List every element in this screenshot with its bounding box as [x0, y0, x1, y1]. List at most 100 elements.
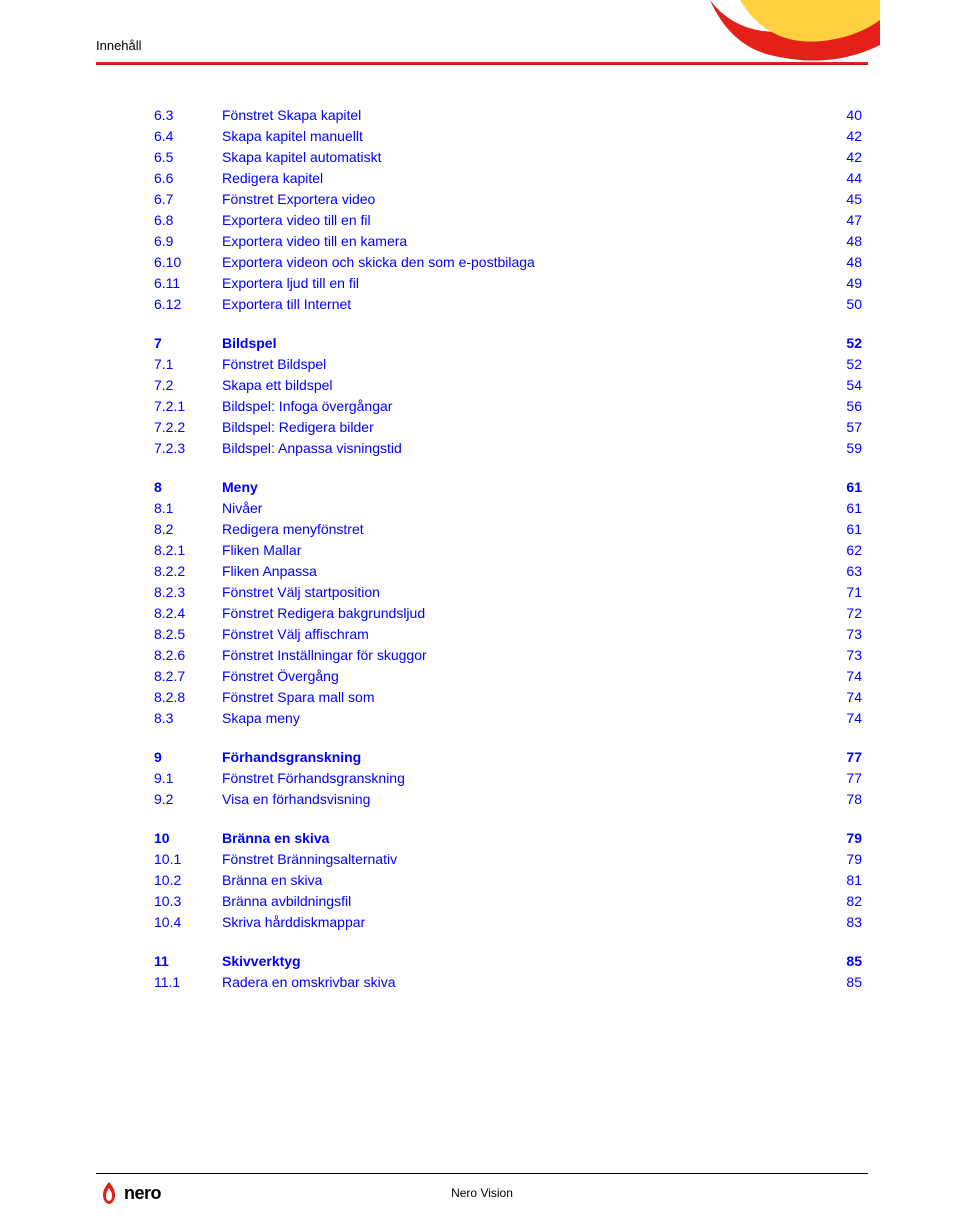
- toc-title[interactable]: Exportera video till en fil: [222, 213, 828, 227]
- toc-title[interactable]: Fliken Anpassa: [222, 564, 828, 578]
- toc-title[interactable]: Redigera menyfönstret: [222, 522, 828, 536]
- toc-title[interactable]: Fönstret Exportera video: [222, 192, 828, 206]
- toc-number[interactable]: 7.2.3: [154, 441, 222, 455]
- toc-page[interactable]: 40: [828, 108, 862, 122]
- toc-title[interactable]: Skapa meny: [222, 711, 828, 725]
- toc-page[interactable]: 52: [828, 336, 862, 350]
- toc-title[interactable]: Bildspel: Anpassa visningstid: [222, 441, 828, 455]
- toc-page[interactable]: 78: [828, 792, 862, 806]
- toc-title[interactable]: Fönstret Övergång: [222, 669, 828, 683]
- toc-page[interactable]: 81: [828, 873, 862, 887]
- toc-title[interactable]: Meny: [222, 480, 828, 494]
- toc-number[interactable]: 8.2.8: [154, 690, 222, 704]
- toc-number[interactable]: 8.2.4: [154, 606, 222, 620]
- toc-number[interactable]: 7.1: [154, 357, 222, 371]
- toc-title[interactable]: Fönstret Förhandsgranskning: [222, 771, 828, 785]
- toc-number[interactable]: 8.2.5: [154, 627, 222, 641]
- toc-number[interactable]: 7.2.1: [154, 399, 222, 413]
- toc-page[interactable]: 62: [828, 543, 862, 557]
- toc-title[interactable]: Skapa ett bildspel: [222, 378, 828, 392]
- toc-number[interactable]: 6.5: [154, 150, 222, 164]
- toc-title[interactable]: Radera en omskrivbar skiva: [222, 975, 828, 989]
- toc-number[interactable]: 10.2: [154, 873, 222, 887]
- toc-number[interactable]: 6.9: [154, 234, 222, 248]
- toc-page[interactable]: 79: [828, 831, 862, 845]
- toc-number[interactable]: 11: [154, 954, 222, 968]
- toc-number[interactable]: 8.2.2: [154, 564, 222, 578]
- toc-page[interactable]: 82: [828, 894, 862, 908]
- toc-page[interactable]: 77: [828, 771, 862, 785]
- toc-title[interactable]: Fönstret Välj affischram: [222, 627, 828, 641]
- toc-title[interactable]: Skapa kapitel manuellt: [222, 129, 828, 143]
- toc-page[interactable]: 83: [828, 915, 862, 929]
- toc-page[interactable]: 48: [828, 255, 862, 269]
- toc-page[interactable]: 48: [828, 234, 862, 248]
- toc-number[interactable]: 6.7: [154, 192, 222, 206]
- toc-title[interactable]: Skapa kapitel automatiskt: [222, 150, 828, 164]
- toc-page[interactable]: 74: [828, 690, 862, 704]
- toc-number[interactable]: 8.1: [154, 501, 222, 515]
- toc-page[interactable]: 57: [828, 420, 862, 434]
- toc-page[interactable]: 44: [828, 171, 862, 185]
- toc-number[interactable]: 9: [154, 750, 222, 764]
- toc-title[interactable]: Förhandsgranskning: [222, 750, 828, 764]
- toc-title[interactable]: Fliken Mallar: [222, 543, 828, 557]
- toc-page[interactable]: 54: [828, 378, 862, 392]
- toc-page[interactable]: 61: [828, 480, 862, 494]
- toc-title[interactable]: Fönstret Bildspel: [222, 357, 828, 371]
- toc-number[interactable]: 8.2.7: [154, 669, 222, 683]
- toc-number[interactable]: 8.2.6: [154, 648, 222, 662]
- toc-title[interactable]: Fönstret Bränningsalternativ: [222, 852, 828, 866]
- toc-number[interactable]: 10.3: [154, 894, 222, 908]
- toc-number[interactable]: 6.3: [154, 108, 222, 122]
- toc-page[interactable]: 73: [828, 648, 862, 662]
- toc-title[interactable]: Bildspel: Redigera bilder: [222, 420, 828, 434]
- toc-page[interactable]: 73: [828, 627, 862, 641]
- toc-page[interactable]: 52: [828, 357, 862, 371]
- toc-number[interactable]: 8.2.1: [154, 543, 222, 557]
- toc-title[interactable]: Fönstret Spara mall som: [222, 690, 828, 704]
- toc-number[interactable]: 10: [154, 831, 222, 845]
- toc-number[interactable]: 11.1: [154, 975, 222, 989]
- toc-title[interactable]: Bildspel: Infoga övergångar: [222, 399, 828, 413]
- toc-page[interactable]: 49: [828, 276, 862, 290]
- toc-page[interactable]: 72: [828, 606, 862, 620]
- toc-page[interactable]: 85: [828, 954, 862, 968]
- toc-page[interactable]: 61: [828, 501, 862, 515]
- toc-title[interactable]: Exportera videon och skicka den som e-po…: [222, 255, 828, 269]
- toc-page[interactable]: 45: [828, 192, 862, 206]
- toc-title[interactable]: Nivåer: [222, 501, 828, 515]
- toc-number[interactable]: 10.4: [154, 915, 222, 929]
- toc-number[interactable]: 10.1: [154, 852, 222, 866]
- toc-title[interactable]: Bränna en skiva: [222, 831, 828, 845]
- toc-number[interactable]: 6.8: [154, 213, 222, 227]
- toc-number[interactable]: 6.11: [154, 276, 222, 290]
- toc-page[interactable]: 71: [828, 585, 862, 599]
- toc-page[interactable]: 63: [828, 564, 862, 578]
- toc-title[interactable]: Exportera till Internet: [222, 297, 828, 311]
- toc-number[interactable]: 7.2.2: [154, 420, 222, 434]
- toc-page[interactable]: 42: [828, 150, 862, 164]
- toc-page[interactable]: 47: [828, 213, 862, 227]
- toc-title[interactable]: Fönstret Skapa kapitel: [222, 108, 828, 122]
- toc-title[interactable]: Fönstret Välj startposition: [222, 585, 828, 599]
- toc-number[interactable]: 8: [154, 480, 222, 494]
- toc-number[interactable]: 8.2.3: [154, 585, 222, 599]
- toc-title[interactable]: Redigera kapitel: [222, 171, 828, 185]
- toc-title[interactable]: Exportera video till en kamera: [222, 234, 828, 248]
- toc-number[interactable]: 7.2: [154, 378, 222, 392]
- toc-title[interactable]: Exportera ljud till en fil: [222, 276, 828, 290]
- toc-title[interactable]: Skivverktyg: [222, 954, 828, 968]
- toc-number[interactable]: 9.1: [154, 771, 222, 785]
- toc-page[interactable]: 56: [828, 399, 862, 413]
- toc-number[interactable]: 6.6: [154, 171, 222, 185]
- toc-page[interactable]: 59: [828, 441, 862, 455]
- toc-number[interactable]: 8.2: [154, 522, 222, 536]
- toc-number[interactable]: 6.4: [154, 129, 222, 143]
- toc-page[interactable]: 74: [828, 669, 862, 683]
- toc-title[interactable]: Visa en förhandsvisning: [222, 792, 828, 806]
- toc-number[interactable]: 6.12: [154, 297, 222, 311]
- toc-title[interactable]: Fönstret Inställningar för skuggor: [222, 648, 828, 662]
- toc-page[interactable]: 77: [828, 750, 862, 764]
- toc-title[interactable]: Fönstret Redigera bakgrundsljud: [222, 606, 828, 620]
